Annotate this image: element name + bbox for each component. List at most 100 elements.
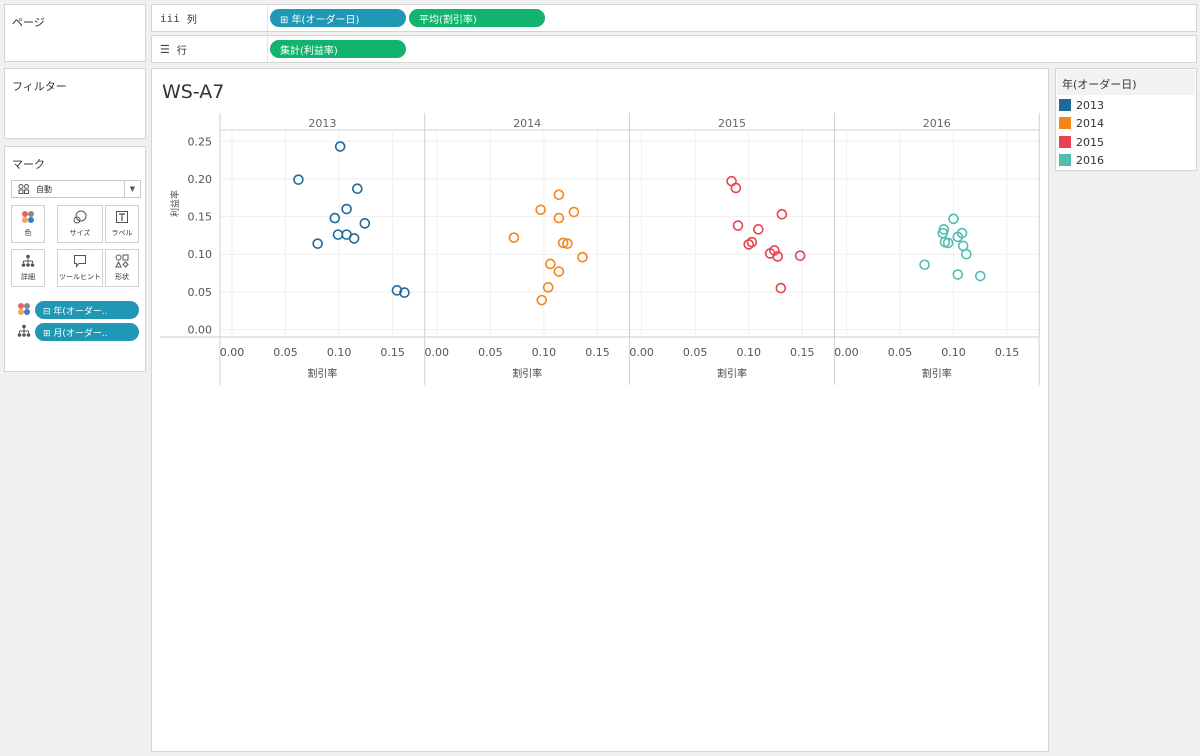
rows-shelf-label-area: ☰ 行 xyxy=(152,36,268,62)
color-icon xyxy=(18,303,30,315)
data-point-2015 xyxy=(772,251,783,262)
y-axis-title: 利益率 xyxy=(169,190,181,217)
size-button[interactable]: サイズ xyxy=(57,205,103,243)
x-tick-label: 0.15 xyxy=(585,346,610,359)
data-point-2014 xyxy=(553,212,565,224)
size-button-label: サイズ xyxy=(69,229,91,237)
x-tick-label: 0.15 xyxy=(380,346,405,359)
legend-item-2016[interactable]: 2016 xyxy=(1059,152,1104,168)
scatter-chart: 0.00 0.05 0.10 0.15 0.20 0.25 利益率 0.00 0.05 0.10 0… xyxy=(160,113,1040,385)
detail-button[interactable]: 詳細 xyxy=(11,249,45,287)
data-point-2016 xyxy=(919,259,930,271)
facet-header-2015: 2015 xyxy=(718,117,746,130)
x-tick-label: 0.10 xyxy=(327,346,352,359)
legend-swatch-2015 xyxy=(1059,136,1071,148)
worksheet-view: WS-A7 0.00 0.05 0.10 0.15 0.20 0.25 利益率 0.00 0.0… xyxy=(151,68,1049,752)
data-point-2014 xyxy=(508,232,520,243)
data-point-2014 xyxy=(557,237,569,249)
x-tick-label: 0.00 xyxy=(834,346,859,359)
rows-shelf[interactable]: ☰ 行 集計(利益率) xyxy=(151,35,1197,63)
data-point-2013 xyxy=(332,229,344,240)
tooltip-icon xyxy=(74,255,86,268)
y-tick-label: 0.10 xyxy=(188,248,213,261)
year-order-date-pill[interactable]: ⊞ 年(オーダー日) xyxy=(270,9,406,27)
chevron-down-icon[interactable]: ▼ xyxy=(124,181,140,197)
tooltip-button[interactable]: ツールヒント xyxy=(57,249,103,287)
color-legend[interactable]: 年(オーダー日) 2013 2014 2015 2016 xyxy=(1055,68,1197,171)
detail-icon xyxy=(17,324,31,337)
x-tick-label: 0.10 xyxy=(532,346,557,359)
x-axis-title: 割引率 xyxy=(512,367,542,380)
data-point-2013 xyxy=(334,141,346,152)
color-button-label: 色 xyxy=(24,229,32,237)
legend-label-2013: 2013 xyxy=(1076,98,1104,112)
data-point-2013 xyxy=(312,238,323,249)
color-field-pill[interactable]: ⊟ 年(オーダー.. xyxy=(35,301,139,319)
x-tick-label: 0.10 xyxy=(941,346,966,359)
detail-button-label: 詳細 xyxy=(21,273,35,281)
x-tick-label: 0.10 xyxy=(736,346,761,359)
marks-card: マーク 自動 ▼ 色 サイズ ラベル xyxy=(4,146,146,372)
legend-item-2014[interactable]: 2014 xyxy=(1059,115,1104,131)
label-button[interactable]: ラベル xyxy=(105,205,139,243)
mark-type-label: 自動 xyxy=(36,184,52,194)
x-axis-title: 割引率 xyxy=(922,367,952,380)
data-point-2014 xyxy=(542,282,554,293)
x-tick-label: 0.05 xyxy=(683,346,708,359)
data-point-2014 xyxy=(545,258,556,270)
data-point-2014 xyxy=(553,189,565,201)
legend-item-2015[interactable]: 2015 xyxy=(1059,134,1104,150)
label-icon xyxy=(116,211,128,223)
x-tick-label: 0.05 xyxy=(888,346,913,359)
x-tick-label: 0.15 xyxy=(790,346,815,359)
detail-field-pill[interactable]: ⊞ 月(オーダー.. xyxy=(35,323,139,341)
legend-label-2016: 2016 xyxy=(1076,153,1104,167)
y-tick-label: 0.00 xyxy=(188,323,213,336)
data-point-2016 xyxy=(942,237,954,249)
data-point-2014 xyxy=(553,266,565,277)
legend-label-2014: 2014 xyxy=(1076,116,1104,130)
columns-shelf-label: 列 xyxy=(186,14,197,26)
shape-button-label: 形状 xyxy=(115,273,129,281)
data-point-2016 xyxy=(974,270,986,282)
sheet-title: WS-A7 xyxy=(162,81,225,103)
marks-card-title: マーク xyxy=(12,158,45,171)
data-point-2016 xyxy=(952,231,964,243)
avg-discount-pill[interactable]: 平均(割引率) xyxy=(409,9,545,27)
pages-panel[interactable]: ページ xyxy=(4,4,146,62)
detail-icon xyxy=(21,254,35,267)
data-point-2014 xyxy=(536,294,548,306)
x-tick-label: 0.05 xyxy=(478,346,503,359)
shape-icon xyxy=(115,254,129,268)
filters-panel[interactable]: フィルター xyxy=(4,68,146,139)
x-axis-title: 割引率 xyxy=(307,367,337,380)
color-button[interactable]: 色 xyxy=(11,205,45,243)
pages-panel-title: ページ xyxy=(12,16,45,29)
columns-shelf-label-area: iii 列 xyxy=(152,5,268,31)
y-tick-label: 0.15 xyxy=(188,211,213,224)
legend-label-2015: 2015 xyxy=(1076,135,1104,149)
rows-icon: ☰ xyxy=(160,42,170,56)
data-point-2013 xyxy=(329,212,341,224)
x-axis-title: 割引率 xyxy=(717,367,747,380)
data-point-2014 xyxy=(577,251,588,263)
sum-profit-ratio-pill[interactable]: 集計(利益率) xyxy=(270,40,406,58)
data-point-2013 xyxy=(341,203,352,215)
shape-button[interactable]: 形状 xyxy=(105,249,139,287)
y-tick-label: 0.25 xyxy=(188,135,213,148)
data-point-2014 xyxy=(568,206,580,218)
x-tick-label: 0.00 xyxy=(220,346,245,359)
data-point-2015 xyxy=(730,182,742,194)
size-icon xyxy=(73,210,87,224)
legend-item-2013[interactable]: 2013 xyxy=(1059,97,1104,113)
tooltip-button-label: ツールヒント xyxy=(59,273,101,281)
data-point-2013 xyxy=(399,287,410,298)
data-point-2016 xyxy=(948,213,959,225)
y-tick-label: 0.05 xyxy=(188,286,213,299)
data-point-2013 xyxy=(348,233,360,244)
data-point-2016 xyxy=(952,269,964,280)
data-point-2015 xyxy=(753,224,764,235)
mark-type-dropdown[interactable]: 自動 ▼ xyxy=(11,180,141,198)
legend-title-bar xyxy=(1057,70,1195,95)
columns-shelf[interactable]: iii 列 ⊞ 年(オーダー日) 平均(割引率) xyxy=(151,4,1197,32)
